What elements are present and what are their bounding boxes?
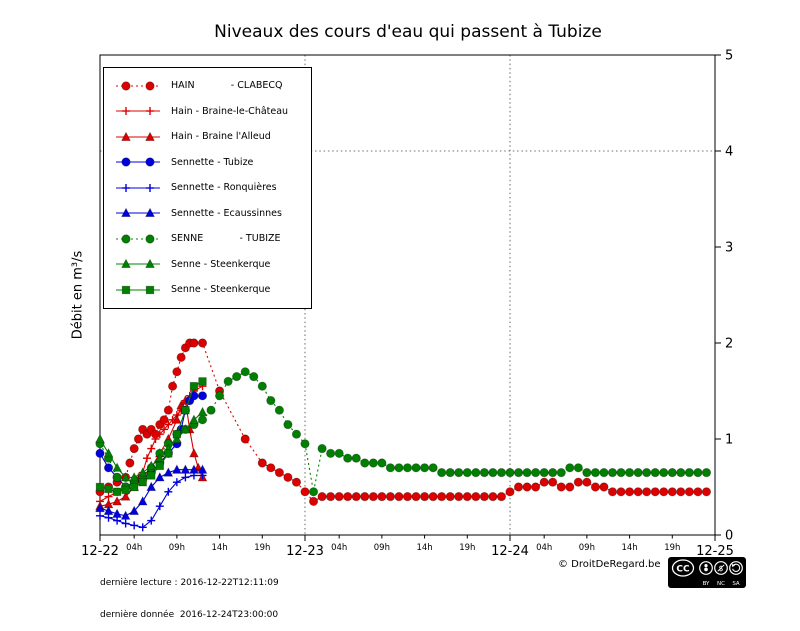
last-data-text: dernière donnée 2016-12-24T23:00:00 xyxy=(100,609,279,620)
svg-text:04h: 04h xyxy=(331,543,347,553)
svg-text:19h: 19h xyxy=(664,543,680,553)
legend-item: Hain - Braine-le-Château xyxy=(104,99,311,125)
copyright-text: © DroitDeRegard.be xyxy=(558,559,661,570)
svg-text:09h: 09h xyxy=(169,543,185,553)
legend-item: HAIN - CLABECQ xyxy=(104,73,311,99)
legend-marker-sample xyxy=(116,81,160,91)
gridlines xyxy=(100,55,715,535)
series-9 xyxy=(95,377,207,496)
legend-marker-sample xyxy=(116,131,160,141)
svg-text:12-24: 12-24 xyxy=(491,544,529,559)
svg-text:12-25: 12-25 xyxy=(696,544,734,559)
person-icon xyxy=(704,564,708,568)
footer-metadata: dernière lecture : 2016-12-22T12:11:09 d… xyxy=(100,557,279,631)
cc-license-badge[interactable]: CC $ BY NC SA xyxy=(668,557,746,588)
series-5 xyxy=(96,471,207,532)
svg-text:2: 2 xyxy=(725,337,733,352)
legend-marker-sample xyxy=(116,183,160,192)
sa-label: SA xyxy=(732,581,740,587)
legend-label: Sennette - Tubize xyxy=(171,156,254,168)
y-axis-ticks: 0 1 2 3 4 5 xyxy=(715,49,733,544)
svg-text:09h: 09h xyxy=(374,543,390,553)
svg-text:14h: 14h xyxy=(621,543,637,553)
plot-border xyxy=(99,54,716,536)
legend-label: HAIN - CLABECQ xyxy=(171,80,283,92)
svg-text:5: 5 xyxy=(725,49,733,64)
svg-text:14h: 14h xyxy=(416,543,432,553)
legend-item: Sennette - Ecaussinnes xyxy=(104,201,311,227)
svg-text:04h: 04h xyxy=(126,543,142,553)
legend-item: Sennette - Tubize xyxy=(104,150,311,176)
legend-label: SENNE - TUBIZE xyxy=(171,233,281,245)
legend-label: Hain - Braine-le-Château xyxy=(171,105,289,117)
svg-text:09h: 09h xyxy=(579,543,595,553)
legend-item: Senne - Steenkerque xyxy=(104,277,311,303)
nc-label: NC xyxy=(717,581,725,587)
legend-item: Hain - Braine l'Alleud xyxy=(104,124,311,150)
svg-text:19h: 19h xyxy=(254,543,270,553)
legend-label: Hain - Braine l'Alleud xyxy=(171,131,271,143)
legend-marker-sample xyxy=(116,285,160,294)
svg-text:14h: 14h xyxy=(211,543,227,553)
nc-icon xyxy=(714,561,728,575)
by-icon xyxy=(699,561,713,575)
legend-marker-sample xyxy=(116,157,160,167)
legend-label: Senne - Steenkerque xyxy=(171,284,271,296)
last-reading-text: dernière lecture : 2016-12-22T12:11:09 xyxy=(100,578,279,588)
plot-canvas: 0 1 2 3 4 5 12-22 12-23 12-24 12-25 04h 09h 14h 19h 04… xyxy=(81,49,734,560)
legend-marker-sample xyxy=(116,258,160,269)
svg-text:4: 4 xyxy=(725,145,733,160)
share-arrowhead-icon xyxy=(731,563,736,568)
person-body-icon xyxy=(704,567,708,572)
cc-logo-text: CC xyxy=(676,565,690,575)
svg-text:19h: 19h xyxy=(459,543,475,553)
share-arrow-icon xyxy=(732,563,741,572)
sa-icon xyxy=(729,561,743,575)
series-6 xyxy=(95,464,208,520)
legend-label: Senne - Steenkerque xyxy=(171,258,271,270)
legend-item: SENNE - TUBIZE xyxy=(104,226,311,252)
legend-marker-sample xyxy=(116,207,160,218)
chart-title: Niveaux des cours d'eau qui passent à Tu… xyxy=(214,22,602,42)
x-axis-ticks: 12-22 12-23 12-24 12-25 04h 09h 14h 19h 04h 09h 14… xyxy=(81,535,734,559)
svg-text:0: 0 xyxy=(725,529,733,544)
series-1 xyxy=(95,338,712,506)
by-label: BY xyxy=(703,581,710,587)
cc-logo-circle xyxy=(671,559,695,577)
series-8 xyxy=(95,406,208,482)
legend: HAIN - CLABECQ Hain - Braine-le-Château … xyxy=(103,67,312,309)
svg-text:04h: 04h xyxy=(536,543,552,553)
slash-icon xyxy=(717,564,725,572)
legend-marker-sample xyxy=(116,234,160,244)
svg-text:12-22: 12-22 xyxy=(81,544,119,559)
svg-text:12-23: 12-23 xyxy=(286,544,324,559)
legend-label: Sennette - Ronquières xyxy=(171,182,277,194)
legend-item: Senne - Steenkerque xyxy=(104,252,311,278)
svg-text:1: 1 xyxy=(725,433,733,448)
legend-marker-sample xyxy=(116,107,160,116)
legend-item: Sennette - Ronquières xyxy=(104,175,311,201)
legend-label: Sennette - Ecaussinnes xyxy=(171,207,282,219)
svg-text:3: 3 xyxy=(725,241,733,256)
y-axis-label: Débit en m³/s xyxy=(70,250,86,340)
